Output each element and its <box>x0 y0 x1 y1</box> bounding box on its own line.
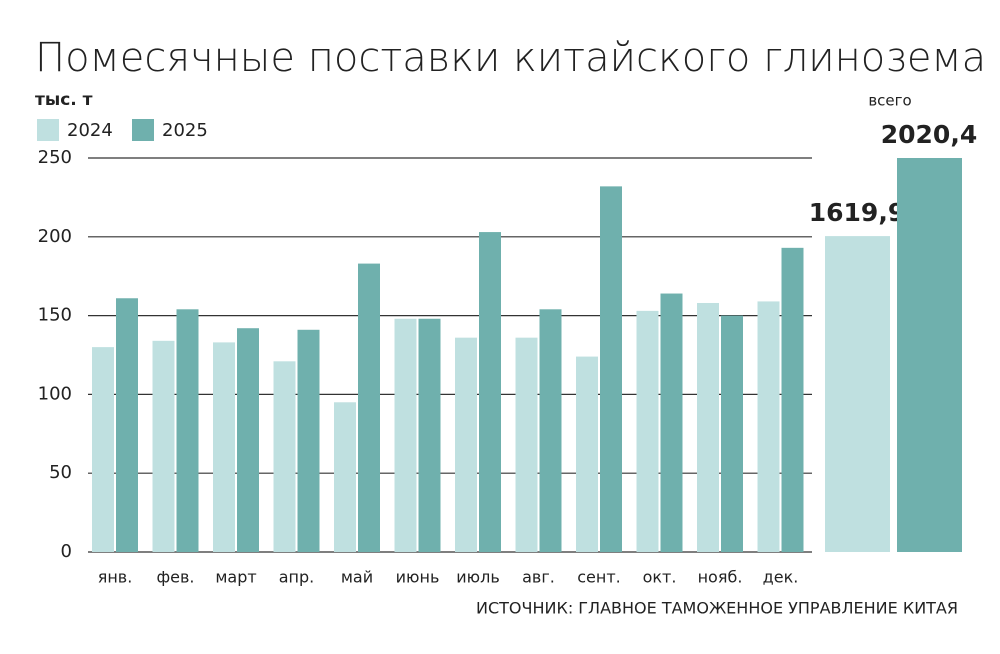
x-tick-label: нояб. <box>698 568 743 587</box>
x-tick-label: июль <box>456 568 500 587</box>
total-bar <box>897 158 962 552</box>
y-tick-label: 150 <box>38 305 72 326</box>
bar <box>576 356 598 552</box>
x-tick-label: апр. <box>279 568 315 587</box>
total-value-label: 1619,9 <box>809 198 905 227</box>
total-value-label: 2020,4 <box>881 120 977 149</box>
bar <box>479 232 501 552</box>
total-bar <box>825 236 890 552</box>
unit-label: тыс. т <box>35 90 93 110</box>
bar <box>273 361 296 552</box>
x-tick-label: фев. <box>156 568 194 587</box>
bar <box>697 302 719 552</box>
totals-title: всего <box>868 92 911 110</box>
bar <box>757 301 780 552</box>
bar <box>600 186 622 553</box>
y-tick-label: 100 <box>38 383 72 404</box>
bar <box>297 329 320 552</box>
y-tick-label: 50 <box>49 462 72 483</box>
x-tick-label: июнь <box>396 568 440 587</box>
bar <box>455 337 477 552</box>
chart-title: Помесячные поставки китайского глинозема… <box>35 35 1000 81</box>
bar <box>92 347 114 552</box>
legend-label: 2024 <box>67 120 113 141</box>
bar <box>176 309 199 552</box>
y-tick-label: 200 <box>38 226 72 247</box>
legend-swatch <box>37 119 59 141</box>
source: ИСТОЧНИК: ГЛАВНОЕ ТАМОЖЕННОЕ УПРАВЛЕНИЕ … <box>476 599 958 618</box>
bar <box>152 340 175 552</box>
x-tick-label: дек. <box>763 568 799 587</box>
bar <box>515 337 538 552</box>
x-tick-label: сент. <box>577 568 621 587</box>
legend-swatch <box>132 119 154 141</box>
bar <box>418 318 441 552</box>
bar <box>334 402 356 552</box>
y-tick-label: 0 <box>61 541 72 562</box>
legend-label: 2025 <box>162 120 208 141</box>
x-tick-label: май <box>341 568 373 587</box>
bar <box>237 328 259 552</box>
x-tick-label: окт. <box>643 568 677 587</box>
bar <box>539 309 562 552</box>
bar <box>660 293 683 552</box>
bar <box>721 315 743 552</box>
bar <box>394 318 417 552</box>
bar <box>213 342 235 552</box>
x-tick-label: авг. <box>522 568 555 587</box>
bar <box>781 247 804 552</box>
bar <box>116 298 138 552</box>
bar <box>636 310 659 552</box>
y-tick-label: 250 <box>38 147 72 168</box>
bar <box>358 263 380 552</box>
x-tick-label: март <box>215 568 256 587</box>
x-tick-label: янв. <box>98 568 133 587</box>
